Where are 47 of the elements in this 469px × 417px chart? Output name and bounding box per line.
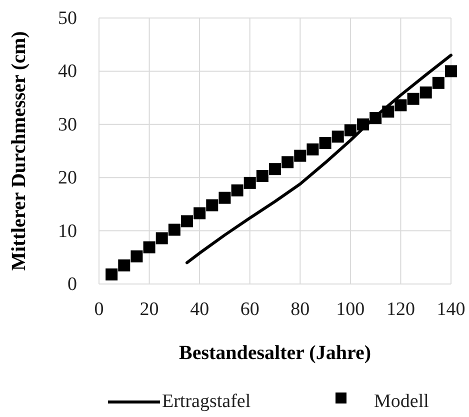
point [143,241,156,254]
point [294,150,306,162]
y-axis-title: Mittlerer Durchmesser (cm) [8,31,30,271]
point [319,137,332,150]
legend-label: Modell [374,391,429,412]
point [118,259,130,272]
point [130,250,143,262]
point [370,112,382,124]
point [218,192,231,204]
x-tick-label: 140 [436,299,466,320]
point [106,268,118,280]
y-tick-label: 0 [68,274,77,295]
point [282,156,294,168]
x-tick-label: 100 [336,299,365,320]
point [332,130,344,143]
point [156,232,168,244]
legend-label: Ertragstafel [162,391,251,412]
y-tick-label: 40 [58,61,77,82]
y-tick-label: 50 [58,8,77,29]
x-tick-label: 120 [386,299,415,320]
point [445,65,457,78]
y-tick-label: 10 [58,220,77,242]
point [231,184,244,196]
point [306,143,319,156]
x-axis-title: Bestandesalter (Jahre) [178,342,372,364]
point [407,92,420,105]
x-tick-label: 20 [140,299,159,320]
point [181,215,193,228]
line-series [186,54,452,264]
point [420,86,432,98]
point [256,170,268,182]
point [244,176,256,189]
y-tick-label: 20 [58,168,77,189]
y-tick-label: 30 [58,114,77,136]
x-tick-label: 60 [240,299,260,320]
point [194,207,206,220]
point [269,163,281,176]
point [382,106,394,118]
x-tick-label: 40 [190,299,210,320]
point [206,199,218,212]
point [394,99,407,112]
point [168,224,180,236]
point [432,76,444,89]
x-tick-label: 80 [290,299,310,320]
point [344,124,356,136]
x-tick-label: 0 [94,299,104,320]
point [357,118,369,130]
